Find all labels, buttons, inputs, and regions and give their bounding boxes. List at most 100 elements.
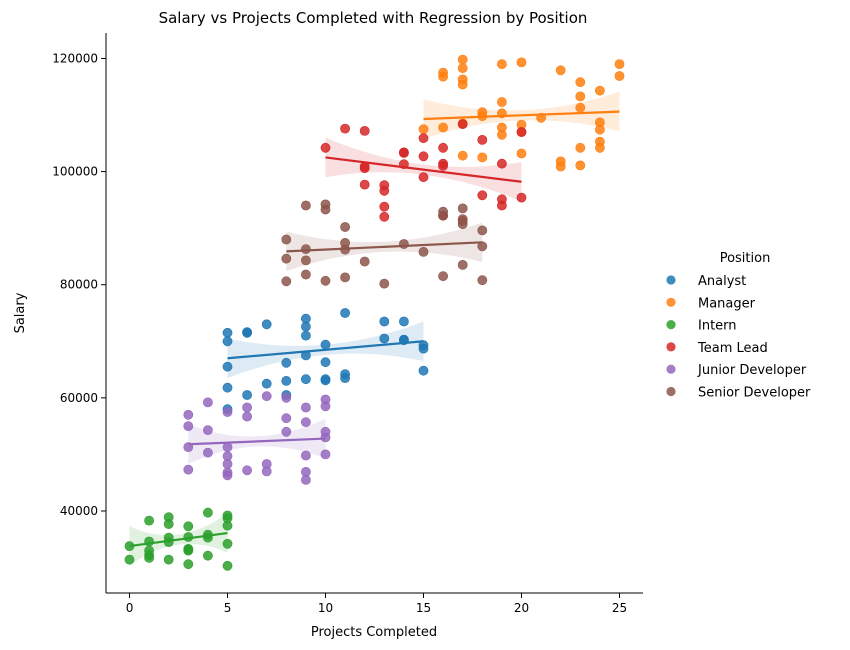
point-senior-developer bbox=[320, 204, 331, 215]
legend-marker-team-lead bbox=[666, 342, 676, 352]
point-senior-developer bbox=[281, 276, 292, 287]
point-intern bbox=[222, 560, 233, 571]
x-tick-label: 25 bbox=[612, 601, 627, 615]
regression-lines bbox=[129, 110, 620, 548]
point-intern bbox=[144, 553, 154, 563]
point-manager bbox=[575, 142, 586, 153]
legend-marker-manager bbox=[666, 297, 676, 307]
y-ticks: 40000 60000 80000 100000 120000 bbox=[52, 51, 106, 518]
point-team-lead bbox=[418, 151, 429, 162]
point-senior-developer bbox=[359, 256, 370, 267]
legend-label-senior-developer: Senior Developer bbox=[698, 386, 811, 401]
x-tick-label: 20 bbox=[514, 601, 529, 615]
point-manager bbox=[575, 102, 586, 113]
point-team-lead bbox=[359, 163, 370, 174]
point-analyst bbox=[261, 378, 272, 389]
point-team-lead bbox=[438, 160, 448, 171]
x-tick-label: 0 bbox=[126, 601, 134, 615]
point-analyst bbox=[281, 375, 292, 386]
legend-label-junior-developer: Junior Developer bbox=[697, 363, 807, 378]
point-senior-developer bbox=[477, 225, 488, 236]
x-tick-label: 15 bbox=[416, 601, 431, 615]
point-intern bbox=[222, 538, 233, 549]
point-manager bbox=[457, 79, 468, 90]
point-manager bbox=[457, 150, 468, 161]
point-junior-developer bbox=[300, 417, 311, 428]
point-team-lead bbox=[379, 185, 390, 196]
point-senior-developer bbox=[281, 234, 292, 245]
point-team-lead bbox=[359, 179, 370, 190]
point-junior-developer bbox=[222, 407, 233, 417]
point-team-lead bbox=[379, 211, 390, 222]
point-senior-developer bbox=[457, 203, 468, 214]
point-manager bbox=[496, 97, 507, 107]
point-senior-developer bbox=[457, 219, 468, 230]
point-intern bbox=[202, 550, 213, 561]
point-manager bbox=[496, 129, 507, 140]
y-tick-label: 40000 bbox=[60, 504, 98, 518]
point-analyst bbox=[300, 330, 311, 341]
point-manager bbox=[595, 85, 605, 96]
point-team-lead bbox=[418, 172, 429, 183]
point-manager bbox=[516, 148, 527, 159]
point-junior-developer bbox=[242, 465, 252, 476]
x-tick-label: 10 bbox=[318, 601, 333, 615]
point-team-lead bbox=[340, 123, 350, 134]
point-intern bbox=[183, 521, 194, 532]
point-team-lead bbox=[496, 200, 507, 211]
point-manager bbox=[575, 91, 586, 102]
point-junior-developer bbox=[202, 447, 213, 458]
point-team-lead bbox=[496, 158, 507, 169]
point-analyst bbox=[418, 343, 429, 354]
regression-line-manager bbox=[423, 110, 620, 121]
point-junior-developer bbox=[202, 425, 213, 435]
point-intern bbox=[183, 559, 194, 570]
scatter-points bbox=[124, 54, 625, 571]
point-analyst bbox=[320, 357, 331, 368]
point-senior-developer bbox=[398, 239, 409, 249]
point-senior-developer bbox=[477, 275, 488, 286]
legend: Position Analyst Manager Intern Team Lead Ju… bbox=[666, 251, 811, 401]
point-junior-developer bbox=[300, 474, 311, 485]
point-manager bbox=[614, 59, 625, 69]
x-ticks: 0 5 10 15 20 25 bbox=[126, 593, 627, 615]
y-tick-label: 100000 bbox=[52, 165, 98, 179]
legend-marker-intern bbox=[666, 320, 676, 330]
point-junior-developer bbox=[202, 397, 213, 408]
point-junior-developer bbox=[281, 413, 292, 424]
point-intern bbox=[163, 554, 174, 565]
point-manager bbox=[438, 122, 448, 133]
point-analyst bbox=[418, 365, 429, 376]
point-junior-developer bbox=[183, 421, 194, 431]
point-analyst bbox=[340, 373, 350, 383]
chart-title: Salary vs Projects Completed with Regres… bbox=[159, 9, 588, 27]
point-analyst bbox=[320, 375, 331, 386]
point-team-lead bbox=[516, 127, 527, 137]
point-manager bbox=[575, 77, 586, 88]
point-analyst bbox=[300, 321, 311, 332]
point-analyst bbox=[261, 319, 272, 330]
point-junior-developer bbox=[320, 401, 331, 412]
legend-marker-junior-developer bbox=[666, 364, 676, 374]
point-junior-developer bbox=[261, 466, 272, 477]
point-analyst bbox=[398, 316, 409, 327]
point-team-lead bbox=[457, 119, 468, 129]
point-junior-developer bbox=[320, 432, 331, 443]
point-manager bbox=[516, 57, 527, 68]
legend-marker-senior-developer bbox=[666, 386, 676, 397]
point-intern bbox=[222, 520, 233, 531]
point-analyst bbox=[281, 357, 292, 368]
y-tick-label: 80000 bbox=[60, 278, 98, 292]
point-analyst bbox=[379, 333, 390, 344]
point-analyst bbox=[320, 339, 331, 350]
point-team-lead bbox=[516, 192, 527, 203]
point-team-lead bbox=[477, 190, 488, 201]
point-junior-developer bbox=[183, 464, 194, 475]
point-intern bbox=[144, 515, 154, 526]
point-manager bbox=[555, 161, 566, 172]
point-analyst bbox=[340, 308, 350, 318]
point-analyst bbox=[242, 327, 252, 338]
point-manager bbox=[457, 54, 468, 65]
y-tick-label: 60000 bbox=[60, 391, 98, 405]
legend-marker-analyst bbox=[666, 275, 676, 285]
